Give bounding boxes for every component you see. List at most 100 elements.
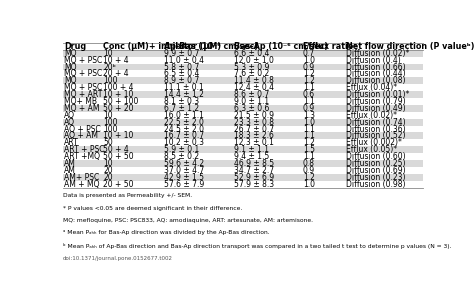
- Bar: [102, 77, 163, 84]
- Text: 6.7 ± 1.2: 6.7 ± 1.2: [164, 104, 199, 113]
- Text: ART +MQ: ART +MQ: [64, 152, 100, 161]
- Bar: [163, 167, 232, 174]
- Bar: [102, 174, 163, 181]
- Bar: [163, 139, 232, 146]
- Text: 1.2: 1.2: [303, 69, 315, 79]
- Text: 9.1 ± 1.1: 9.1 ± 1.1: [234, 145, 269, 154]
- Text: Conc (μM)+ inhibitor (μM): Conc (μM)+ inhibitor (μM): [103, 42, 221, 51]
- Text: 42.9 ± 1.5: 42.9 ± 1.5: [164, 173, 204, 182]
- Bar: [232, 77, 301, 84]
- Bar: [63, 167, 102, 174]
- Bar: [63, 132, 102, 139]
- Text: ART + PSC: ART + PSC: [64, 145, 105, 154]
- Text: 22.5 ± 2.0: 22.5 ± 2.0: [164, 118, 204, 127]
- Bar: [345, 91, 423, 98]
- Bar: [301, 119, 345, 126]
- Bar: [102, 71, 163, 77]
- Bar: [102, 119, 163, 126]
- Bar: [63, 146, 102, 153]
- Text: Diffusion (0.25): Diffusion (0.25): [346, 159, 406, 168]
- Text: 12.0 ± 1.0: 12.0 ± 1.0: [234, 56, 273, 65]
- Bar: [163, 50, 232, 57]
- Text: 1.2: 1.2: [303, 173, 315, 182]
- Text: 6.3 ± 0.6: 6.3 ± 0.6: [234, 104, 269, 113]
- Bar: [345, 153, 423, 160]
- Bar: [301, 57, 345, 63]
- Text: Drug: Drug: [64, 42, 87, 51]
- Bar: [301, 91, 345, 98]
- Bar: [232, 126, 301, 132]
- Bar: [232, 112, 301, 119]
- Bar: [102, 84, 163, 91]
- Text: MQ + PSC: MQ + PSC: [64, 83, 103, 92]
- Text: 46.9 ± 8.5: 46.9 ± 8.5: [234, 159, 273, 168]
- Bar: [345, 132, 423, 139]
- Bar: [232, 119, 301, 126]
- Bar: [102, 50, 163, 57]
- Bar: [232, 105, 301, 112]
- Text: Diffusion (0.66): Diffusion (0.66): [346, 63, 406, 71]
- Bar: [102, 153, 163, 160]
- Bar: [102, 63, 163, 71]
- Bar: [63, 77, 102, 84]
- Text: Diffusion (0.98): Diffusion (0.98): [346, 180, 406, 188]
- Text: 6.6 ± 0.4: 6.6 ± 0.4: [234, 49, 269, 58]
- Text: 0.9: 0.9: [303, 166, 315, 175]
- Text: * P values <0.05 are deemed significant in their difference.: * P values <0.05 are deemed significant …: [63, 206, 242, 211]
- Bar: [163, 181, 232, 188]
- Text: 16.7 ± 0.7: 16.7 ± 0.7: [164, 132, 204, 140]
- Bar: [345, 84, 423, 91]
- Text: 26.7 ± 0.7: 26.7 ± 0.7: [234, 124, 273, 133]
- Bar: [163, 132, 232, 139]
- Bar: [163, 126, 232, 132]
- Text: AQ: AQ: [64, 118, 75, 127]
- Bar: [63, 71, 102, 77]
- Bar: [301, 126, 345, 132]
- Text: 10 + 4: 10 + 4: [103, 56, 129, 65]
- Text: AQ + AM: AQ + AM: [64, 132, 99, 140]
- Text: 18.3 ± 2.6: 18.3 ± 2.6: [234, 132, 273, 140]
- Text: 8.5 ± 0.2: 8.5 ± 0.2: [164, 152, 199, 161]
- Text: MQ + PSC: MQ + PSC: [64, 56, 103, 65]
- Text: Diffusion (0.74): Diffusion (0.74): [346, 118, 406, 127]
- Bar: [63, 153, 102, 160]
- Bar: [345, 43, 423, 50]
- Text: 57.9 ± 8.3: 57.9 ± 8.3: [234, 180, 273, 188]
- Text: AQ: AQ: [64, 111, 75, 120]
- Text: Diffusion (0.08): Diffusion (0.08): [346, 76, 406, 85]
- Bar: [301, 84, 345, 91]
- Text: AM: AM: [64, 166, 76, 175]
- Text: 20: 20: [103, 173, 113, 182]
- Text: 5.8 ± 0.7: 5.8 ± 0.7: [164, 63, 200, 71]
- Text: 50 + 20: 50 + 20: [103, 104, 134, 113]
- Text: Diffusion (0.49): Diffusion (0.49): [346, 104, 406, 113]
- Text: 8.9 ± 0.7: 8.9 ± 0.7: [164, 76, 200, 85]
- Bar: [63, 112, 102, 119]
- Bar: [232, 43, 301, 50]
- Text: AQ + PSC: AQ + PSC: [64, 124, 101, 133]
- Text: MQ: MQ: [64, 63, 77, 71]
- Bar: [301, 160, 345, 167]
- Text: 59.6 ± 4.2: 59.6 ± 4.2: [164, 159, 204, 168]
- Text: 0.8: 0.8: [303, 159, 315, 168]
- Bar: [232, 63, 301, 71]
- Bar: [232, 98, 301, 105]
- Bar: [163, 84, 232, 91]
- Bar: [301, 174, 345, 181]
- Bar: [301, 181, 345, 188]
- Text: 14.4 ± 1.2: 14.4 ± 1.2: [164, 90, 204, 99]
- Text: Bas-Ap (10⁻⁶ cm/sec): Bas-Ap (10⁻⁶ cm/sec): [234, 42, 328, 51]
- Text: Efflux (0.002)*: Efflux (0.002)*: [346, 138, 402, 147]
- Bar: [301, 167, 345, 174]
- Text: Efflux (0.05)*: Efflux (0.05)*: [346, 145, 397, 154]
- Text: MQ: mefloquine, PSC: PSC833, AQ: amodiaquine, ART: artesunate, AM: artemisone.: MQ: mefloquine, PSC: PSC833, AQ: amodiaq…: [63, 218, 313, 223]
- Bar: [63, 105, 102, 112]
- Text: 6.5 ± 0.4: 6.5 ± 0.4: [164, 69, 200, 79]
- Bar: [102, 160, 163, 167]
- Bar: [232, 84, 301, 91]
- Text: 1.1: 1.1: [303, 83, 315, 92]
- Bar: [102, 91, 163, 98]
- Bar: [301, 105, 345, 112]
- Bar: [63, 139, 102, 146]
- Bar: [232, 160, 301, 167]
